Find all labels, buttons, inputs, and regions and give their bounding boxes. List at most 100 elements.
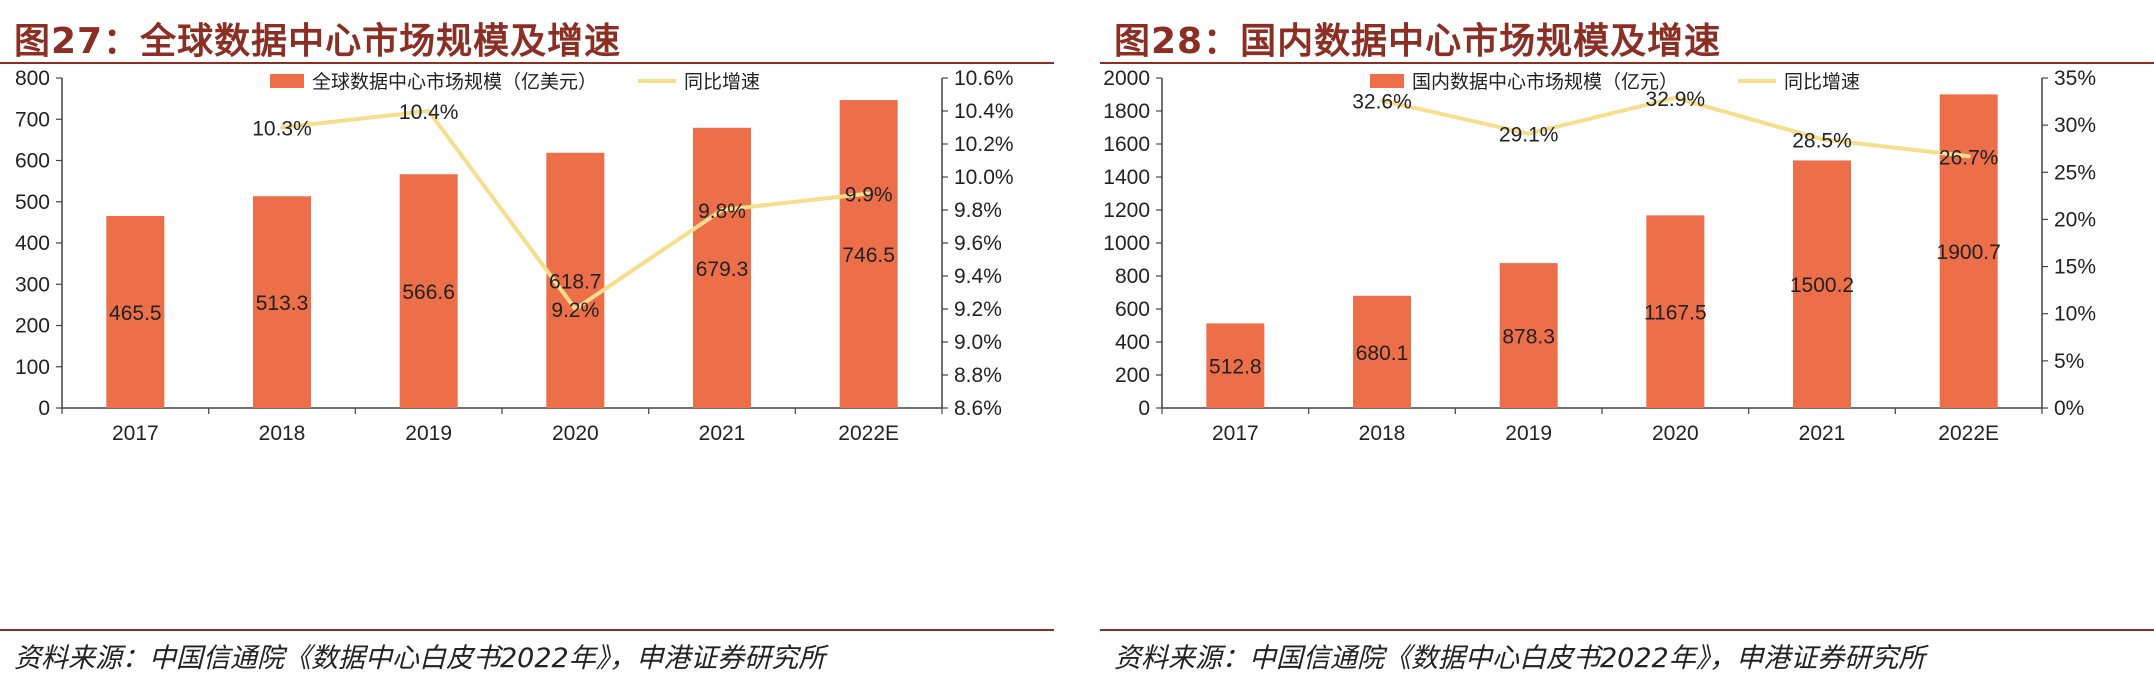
bar-data-label: 1500.2 bbox=[1790, 274, 1854, 297]
line-data-label: 28.5% bbox=[1792, 129, 1852, 152]
y-right-tick-label: 8.6% bbox=[954, 397, 1002, 420]
figure-title: 图27：全球数据中心市场规模及增速 bbox=[14, 21, 622, 62]
source-divider bbox=[0, 629, 1054, 631]
y-left-tick-label: 700 bbox=[15, 108, 50, 131]
legend: 国内数据中心市场规模（亿元） 同比增速 bbox=[1370, 71, 1860, 93]
growth-point bbox=[1673, 95, 1678, 100]
line-data-label: 32.6% bbox=[1352, 91, 1412, 114]
source-note: 资料来源：中国信通院《数据中心白皮书2022年》，申港证券研究所 bbox=[14, 643, 826, 674]
bar-data-label: 680.1 bbox=[1356, 342, 1409, 365]
bar-data-label: 566.6 bbox=[402, 281, 455, 304]
y-right-tick-label: 9.6% bbox=[954, 232, 1002, 255]
y-right-tick-label: 5% bbox=[2054, 350, 2084, 373]
line-data-label: 29.1% bbox=[1499, 124, 1559, 147]
figure-title: 图28：国内数据中心市场规模及增速 bbox=[1114, 21, 1722, 62]
y-left-tick-label: 0 bbox=[38, 397, 50, 420]
figure-panel-domestic: 图28：国内数据中心市场规模及增速 0 200 400 600 800 1000 1200 1… bbox=[1100, 0, 2154, 690]
y-right-tick-label: 25% bbox=[2054, 161, 2096, 184]
x-tick-label: 2018 bbox=[1359, 422, 1406, 445]
bar-data-label: 513.3 bbox=[256, 292, 309, 315]
line-data-label: 10.4% bbox=[399, 101, 459, 124]
y-left-tick-label: 1200 bbox=[1103, 199, 1150, 222]
y-right-tick-label: 9.0% bbox=[954, 331, 1002, 354]
y-right-tick-label: 10% bbox=[2054, 303, 2096, 326]
legend-label-line: 同比增速 bbox=[684, 71, 760, 93]
x-tick-label: 2019 bbox=[405, 422, 452, 445]
legend-swatch-bar bbox=[270, 74, 304, 88]
y-left-tick-label: 300 bbox=[15, 273, 50, 296]
bar-data-label: 512.8 bbox=[1209, 356, 1262, 379]
y-right-tick-label: 9.2% bbox=[954, 298, 1002, 321]
y-left-tick-label: 600 bbox=[15, 150, 50, 173]
y-right-tick-label: 0% bbox=[2054, 397, 2084, 420]
growth-point bbox=[1820, 137, 1824, 142]
bar-data-label: 465.5 bbox=[109, 302, 162, 325]
y-left-tick-label: 200 bbox=[15, 315, 50, 338]
source-note: 资料来源：中国信通院《数据中心白皮书2022年》，申港证券研究所 bbox=[1114, 643, 1926, 674]
bar-data-label: 679.3 bbox=[696, 258, 749, 281]
y-right-tick-label: 30% bbox=[2054, 114, 2096, 137]
y-right-tick-label: 9.8% bbox=[954, 199, 1002, 222]
y-left-tick-label: 0 bbox=[1138, 397, 1150, 420]
chart-global-market: 0 100 200 300 400 500 600 700 800 8.6% 8.8% 9.0% 9.2… bbox=[15, 70, 1014, 445]
growth-point bbox=[573, 307, 578, 311]
legend: 全球数据中心市场规模（亿美元） 同比增速 bbox=[270, 71, 760, 93]
y-right-tick-label: 20% bbox=[2054, 208, 2096, 231]
growth-point bbox=[426, 109, 431, 113]
bar-data-label: 878.3 bbox=[1502, 326, 1555, 349]
x-tick-label: 2020 bbox=[1652, 422, 1699, 445]
growth-point bbox=[1966, 154, 1971, 159]
y-left-tick-label: 1600 bbox=[1103, 133, 1150, 156]
legend-label-bar: 全球数据中心市场规模（亿美元） bbox=[312, 71, 597, 93]
y-left-tick-label: 400 bbox=[1115, 331, 1150, 354]
y-left-tick-label: 100 bbox=[15, 356, 50, 379]
x-tick-label: 2019 bbox=[1505, 422, 1552, 445]
y-right-tick-label: 15% bbox=[2054, 256, 2096, 279]
bar bbox=[693, 127, 751, 408]
figure-panel-global: 图27：全球数据中心市场规模及增速 0 100 200 300 400 500 600 700… bbox=[0, 0, 1054, 690]
bar-data-label: 746.5 bbox=[842, 244, 895, 267]
y-left-tick-label: 1800 bbox=[1103, 100, 1150, 123]
y-left-tick-label: 500 bbox=[15, 191, 50, 214]
bar bbox=[1646, 215, 1705, 408]
legend-label-line: 同比增速 bbox=[1784, 71, 1860, 93]
legend-label-bar: 国内数据中心市场规模（亿元） bbox=[1412, 71, 1678, 93]
y-right-tick-label: 9.4% bbox=[954, 265, 1002, 288]
bar bbox=[1499, 263, 1558, 408]
bar-data-label: 1900.7 bbox=[1937, 241, 2001, 264]
bar bbox=[253, 196, 311, 408]
x-tick-label: 2018 bbox=[259, 422, 306, 445]
line-data-label: 26.7% bbox=[1939, 146, 1999, 169]
bar bbox=[399, 174, 458, 408]
bar-data-label: 1167.5 bbox=[1644, 302, 1707, 325]
y-left-tick-label: 600 bbox=[1115, 298, 1150, 321]
line-data-label: 9.9% bbox=[845, 184, 893, 207]
x-tick-label: 2021 bbox=[1799, 422, 1846, 445]
y-right-tick-label: 10.6% bbox=[954, 70, 1014, 90]
y-right-tick-label: 10.0% bbox=[954, 166, 1014, 189]
y-right-tick-label: 10.2% bbox=[954, 133, 1014, 156]
y-right-tick-label: 10.4% bbox=[954, 100, 1014, 123]
x-tick-label: 2017 bbox=[112, 422, 159, 445]
x-tick-label: 2022E bbox=[1938, 422, 1999, 445]
line-data-label: 9.2% bbox=[551, 299, 599, 322]
bar-data-label: 618.7 bbox=[549, 270, 602, 293]
line-data-label: 32.9% bbox=[1646, 88, 1706, 111]
y-left-tick-label: 1400 bbox=[1103, 166, 1150, 189]
x-tick-label: 2020 bbox=[552, 422, 599, 445]
y-right-tick-label: 8.8% bbox=[954, 364, 1002, 387]
x-tick-label: 2022E bbox=[838, 422, 899, 445]
y-left-tick-label: 400 bbox=[15, 232, 50, 255]
growth-point bbox=[720, 208, 724, 212]
growth-point bbox=[866, 191, 871, 196]
bar bbox=[1353, 295, 1411, 408]
bar bbox=[839, 100, 898, 408]
legend-swatch-bar bbox=[1370, 74, 1404, 88]
growth-point bbox=[280, 125, 284, 130]
bar bbox=[106, 215, 165, 408]
x-tick-label: 2017 bbox=[1212, 422, 1259, 445]
y-right-tick-label: 35% bbox=[2054, 70, 2096, 90]
bar bbox=[1939, 94, 1998, 409]
x-tick-label: 2021 bbox=[699, 422, 746, 445]
growth-point bbox=[1380, 98, 1384, 103]
